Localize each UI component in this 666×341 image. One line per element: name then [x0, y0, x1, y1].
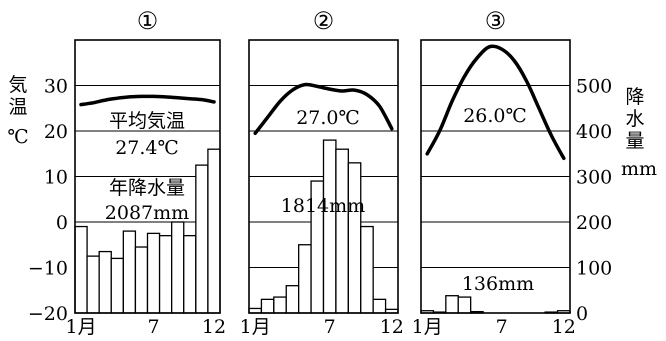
panel-number-label: ② [313, 7, 335, 35]
precipitation-axis-label: 降 水 量 [623, 86, 647, 152]
precipitation-bar [134, 246, 149, 314]
temperature-axis-ticks: 30 20 10 0 −10 −20 [28, 76, 68, 326]
temperature-line [79, 94, 216, 107]
month-tick-label: 12 [552, 316, 576, 338]
precipitation-tick-label: 300 [576, 167, 612, 189]
precipitation-bar [74, 225, 88, 314]
precipitation-bar [207, 148, 221, 314]
precipitation-label-char-3: 量 [625, 130, 645, 152]
temperature-tick-label: 30 [44, 76, 68, 98]
precipitation-bar [98, 250, 112, 314]
chart-annotation: 平均気温 [109, 110, 185, 132]
temperature-line [425, 44, 566, 161]
precipitation-bar [347, 162, 362, 314]
temperature-line [253, 82, 394, 136]
precipitation-bar [445, 295, 459, 314]
precipitation-bar [457, 296, 472, 314]
month-tick-label: 1月 [65, 316, 96, 338]
precipitation-label-char-1: 降 [625, 86, 645, 108]
precipitation-bar [171, 221, 185, 314]
precipitation-bar [183, 234, 197, 314]
temperature-tick-label: −20 [28, 303, 68, 325]
precipitation-bar [122, 230, 137, 314]
panel-frame [248, 39, 399, 314]
month-tick-label: 1月 [412, 316, 443, 338]
precipitation-bar [285, 285, 300, 314]
precipitation-tick-label: 400 [576, 121, 612, 143]
temperature-tick-label: 10 [44, 167, 68, 189]
precipitation-bar [110, 257, 124, 314]
panel-frame [74, 39, 221, 314]
climate-panel-1: ① 1月 7 12 平均気温 27.4℃ 年降水量 2087mm [65, 7, 226, 338]
chart-annotation: 2087mm [105, 202, 189, 224]
temperature-label-char-3: ℃ [7, 126, 29, 148]
precipitation-tick-label: 500 [576, 76, 612, 98]
precipitation-bar [360, 225, 374, 314]
month-tick-label: 1月 [240, 316, 271, 338]
temperature-label-char-1: 気 [8, 74, 28, 96]
month-tick-label: 7 [496, 316, 508, 338]
temperature-tick-label: 0 [56, 212, 68, 234]
temperature-label-char-2: 温 [8, 96, 28, 118]
precipitation-bar [158, 234, 173, 314]
precipitation-tick-label: 100 [576, 258, 612, 280]
panel-number-label: ③ [485, 7, 507, 35]
chart-annotation: 年降水量 [109, 177, 185, 199]
chart-annotation: 27.4℃ [115, 137, 179, 159]
precipitation-axis-ticks: 500 400 300 200 100 0 [576, 76, 612, 326]
chart-annotation: 27.0℃ [296, 107, 360, 129]
month-tick-label: 12 [202, 316, 226, 338]
month-tick-label: 7 [147, 316, 159, 338]
precipitation-bar [322, 139, 337, 314]
temperature-tick-label: −10 [28, 258, 68, 280]
precipitation-bar [260, 298, 275, 314]
precipitation-unit: mm [621, 158, 658, 180]
precipitation-bar [335, 148, 349, 314]
precipitation-label-char-2: 水 [625, 108, 645, 130]
temperature-tick-label: 20 [44, 121, 68, 143]
precipitation-bar [195, 164, 209, 314]
precipitation-bar [372, 298, 387, 314]
panel-frame [420, 39, 571, 314]
precipitation-bar [86, 255, 100, 314]
precipitation-tick-label: 0 [576, 303, 588, 325]
temperature-axis-label: 気 温 ℃ [6, 74, 30, 148]
climate-panel-2: ② 1月 7 12 27.0℃ 1814mm [240, 7, 404, 338]
chart-annotation: 26.0℃ [463, 105, 527, 127]
month-tick-label: 7 [324, 316, 336, 338]
month-tick-label: 12 [380, 316, 404, 338]
precipitation-bar [146, 232, 161, 314]
panel-number-label: ① [137, 7, 159, 35]
climate-panel-3: ③ 1月 7 12 26.0℃ 136mm [412, 7, 576, 338]
precipitation-bar [273, 296, 287, 314]
precipitation-tick-label: 200 [576, 212, 612, 234]
chart-annotation: 1814mm [281, 195, 365, 217]
chart-annotation: 136mm [462, 273, 534, 295]
precipitation-bar [298, 244, 312, 314]
